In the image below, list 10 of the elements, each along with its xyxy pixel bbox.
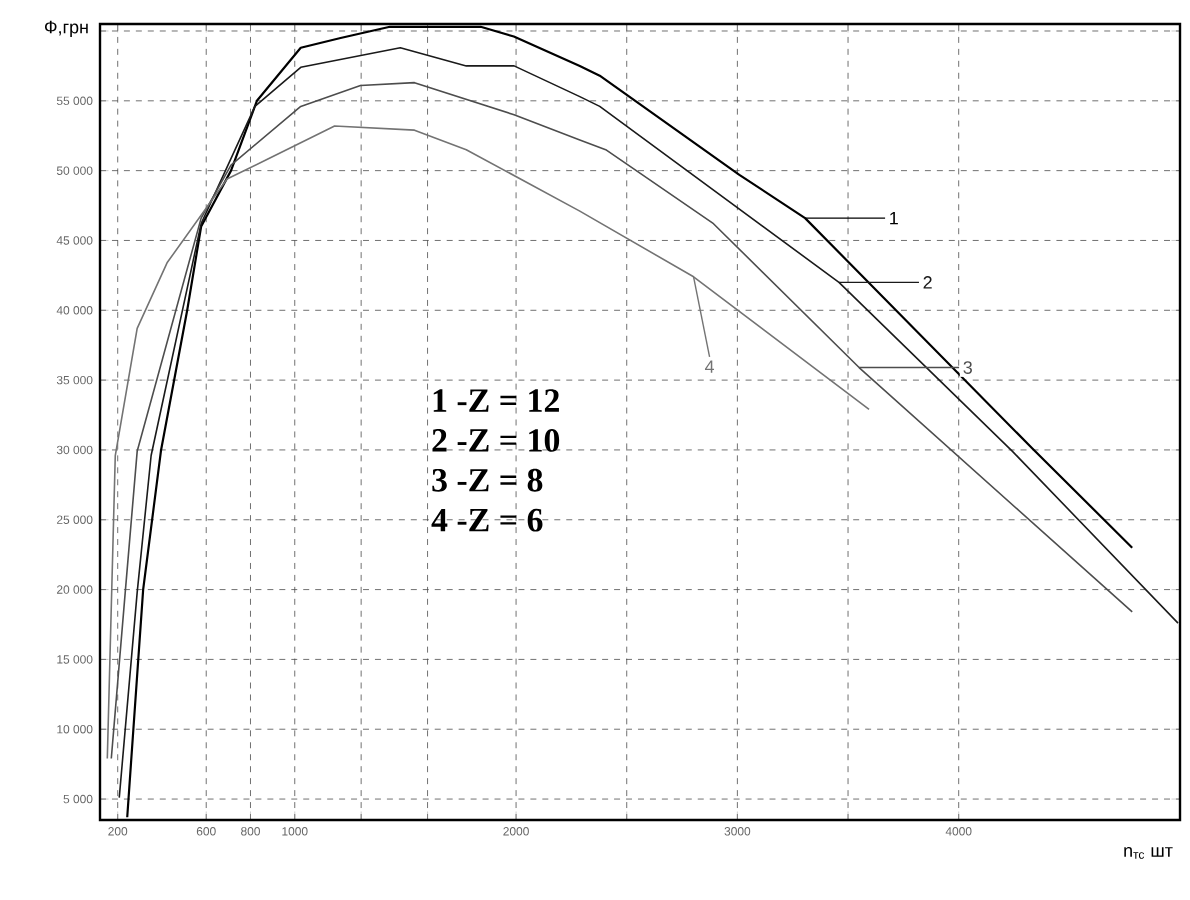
legend-label: 1: [890, 211, 898, 225]
text: 4: [704, 360, 715, 373]
annotation: 1 -Z = 12: [433, 389, 559, 412]
annotation: 4 -Z = 6: [431, 508, 543, 532]
annotation: 2 -Z = 10: [432, 428, 560, 452]
x-axis-title: n$_{тс}$ шт: [1124, 847, 1173, 859]
legend-label: 2: [923, 276, 932, 289]
annotation: 3 -Z = 8: [432, 468, 543, 492]
text: 3: [963, 361, 972, 374]
y-axis-title: Ф,грн: [44, 20, 88, 37]
